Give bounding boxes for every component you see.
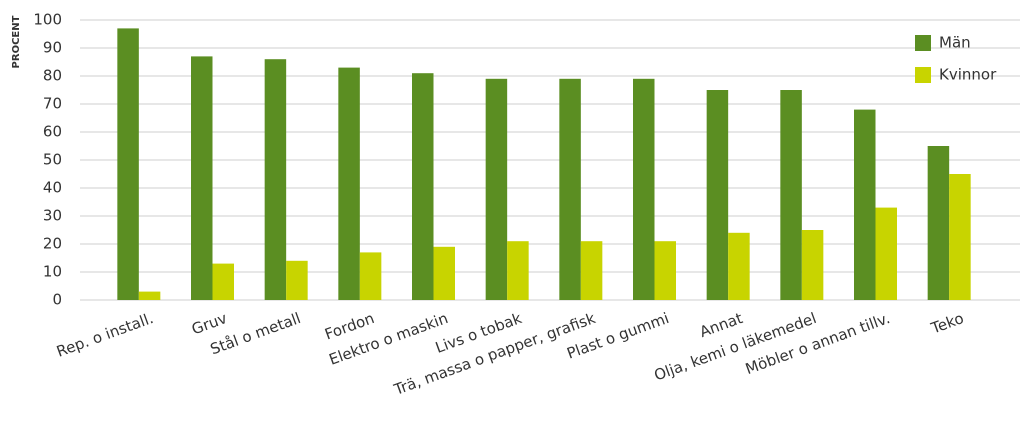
bar bbox=[780, 90, 802, 300]
bar bbox=[801, 230, 824, 300]
bar bbox=[854, 109, 876, 300]
bar bbox=[138, 291, 161, 300]
bar bbox=[117, 28, 139, 301]
legend-swatch bbox=[915, 35, 931, 51]
y-tick-label: 50 bbox=[43, 151, 62, 169]
bar bbox=[728, 232, 750, 300]
bar bbox=[191, 56, 213, 301]
bar bbox=[927, 146, 950, 300]
bar bbox=[559, 78, 581, 300]
bar bbox=[706, 90, 729, 300]
x-tick-label: Rep. o install. bbox=[54, 309, 156, 361]
bar bbox=[433, 246, 455, 300]
bar bbox=[212, 263, 234, 300]
y-tick-label: 0 bbox=[52, 291, 62, 309]
bar bbox=[875, 207, 897, 300]
x-tick-label: Gruv bbox=[189, 309, 229, 338]
y-tick-label: 100 bbox=[33, 11, 62, 29]
y-tick-label: 70 bbox=[43, 95, 62, 113]
y-tick-label: 60 bbox=[43, 123, 62, 141]
bar bbox=[264, 59, 287, 301]
bar bbox=[507, 241, 529, 300]
y-axis-label: PROCENT bbox=[11, 15, 22, 68]
bar bbox=[949, 174, 971, 300]
bar bbox=[412, 73, 434, 300]
bar bbox=[359, 252, 382, 300]
bar bbox=[286, 260, 308, 300]
y-tick-label: 20 bbox=[43, 235, 62, 253]
bar bbox=[633, 78, 655, 300]
legend-label: Män bbox=[939, 34, 971, 52]
y-tick-label: 10 bbox=[43, 263, 62, 281]
bar bbox=[654, 241, 676, 300]
y-tick-label: 90 bbox=[43, 39, 62, 57]
legend-label: Kvinnor bbox=[939, 66, 997, 84]
x-tick-label: Teko bbox=[928, 309, 966, 338]
bar bbox=[338, 67, 360, 300]
legend-swatch bbox=[915, 67, 931, 83]
y-tick-label: 80 bbox=[43, 67, 62, 85]
y-tick-label: 30 bbox=[43, 207, 62, 225]
y-tick-label: 40 bbox=[43, 179, 62, 197]
bar bbox=[485, 78, 508, 300]
bar bbox=[580, 241, 603, 300]
